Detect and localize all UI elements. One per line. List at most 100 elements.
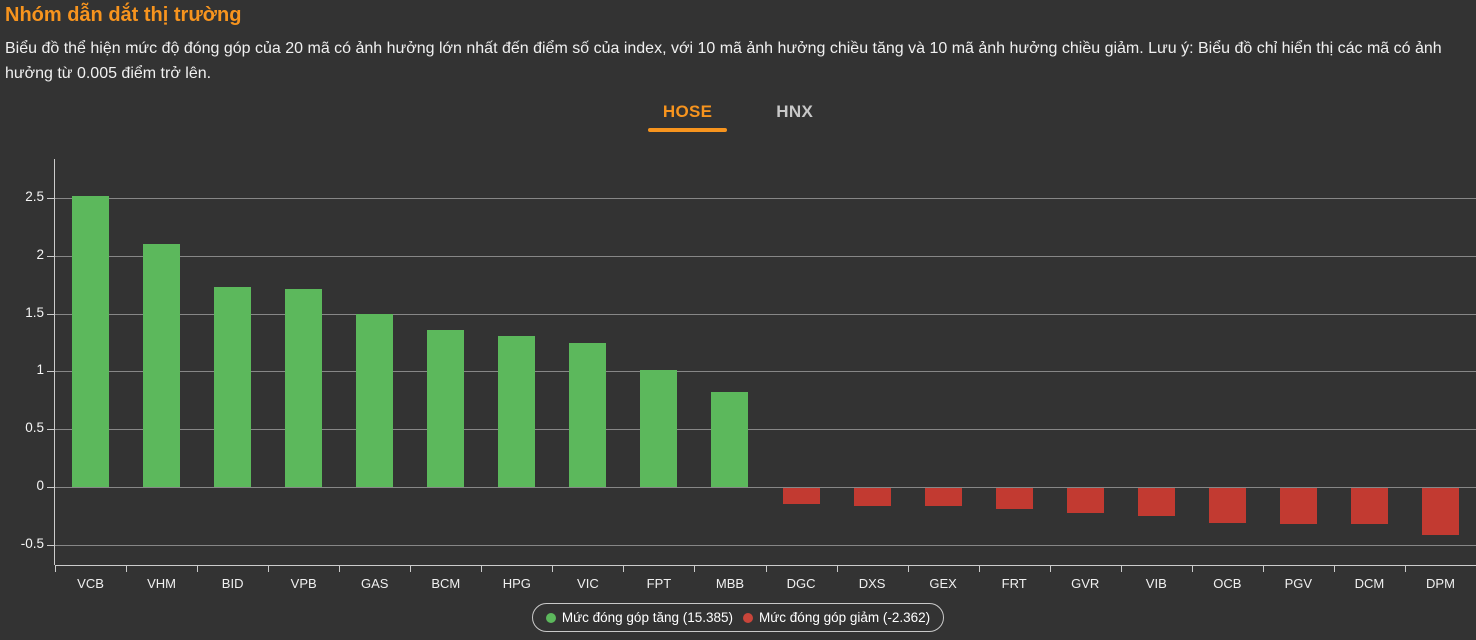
gridline [55, 371, 1476, 373]
y-axis-tick [47, 255, 55, 257]
y-tick-label: -0.5 [20, 535, 44, 551]
x-axis-tick [978, 566, 980, 572]
tab-hnx[interactable]: HNX [761, 102, 828, 132]
positive-dot-icon [545, 612, 556, 623]
bar-VIB[interactable] [1137, 488, 1175, 516]
bar-HPG[interactable] [498, 335, 536, 487]
y-axis-tick [47, 313, 55, 315]
y-tick-label: 1 [36, 362, 44, 378]
x-axis-tick [1262, 566, 1264, 572]
x-axis-tick [268, 566, 270, 572]
x-label-VCB: VCB [77, 576, 104, 591]
x-axis-tick [1404, 566, 1406, 572]
x-label-OCB: OCB [1213, 576, 1242, 591]
x-axis-tick [694, 566, 696, 572]
bar-FRT[interactable] [995, 488, 1033, 509]
bar-GAS[interactable] [356, 313, 394, 487]
bar-GEX[interactable] [924, 488, 962, 507]
bar-DCM[interactable] [1350, 488, 1388, 524]
bar-VPB[interactable] [285, 289, 323, 487]
gridline [55, 429, 1476, 431]
active-tab-underline [647, 128, 728, 132]
x-label-FPT: FPT [646, 576, 672, 591]
x-axis-tick [339, 566, 341, 572]
x-label-BID: BID [221, 576, 244, 591]
x-label-VHM: VHM [147, 576, 177, 591]
x-axis-tick [552, 566, 554, 572]
page-title: Nhóm dẫn dắt thị trường [5, 4, 242, 26]
y-axis-tick [47, 487, 55, 488]
bar-VHM[interactable] [143, 244, 181, 487]
x-axis-tick [623, 566, 625, 572]
x-axis-tick [1333, 566, 1335, 572]
x-axis-tick [410, 566, 412, 572]
bar-DGC[interactable] [782, 488, 820, 505]
y-tick-label: 2.5 [25, 189, 44, 204]
x-label-BCM: BCM [431, 576, 461, 591]
legend-item-positive[interactable]: Mức đóng góp tăng (15.385) [545, 610, 734, 625]
legend-wrap: Mức đóng góp tăng (15.385) Mức đóng góp … [0, 603, 1476, 632]
tab-hnx-label: HNX [776, 102, 814, 121]
x-axis-tick [1120, 566, 1122, 572]
x-axis-tick [126, 566, 128, 572]
x-axis-tick [197, 566, 199, 572]
bar-DXS[interactable] [853, 488, 891, 507]
y-tick-label: 2 [36, 246, 44, 262]
x-axis-tick [55, 566, 56, 572]
bar-DPM[interactable] [1421, 488, 1459, 536]
x-label-VIB: VIB [1145, 576, 1167, 591]
x-axis-tick [481, 566, 483, 572]
bar-OCB[interactable] [1208, 488, 1246, 523]
gridline [55, 198, 1476, 199]
y-axis-tick [47, 544, 55, 546]
x-axis-tick [1191, 566, 1193, 572]
x-axis-tick [1049, 566, 1051, 572]
bar-PGV[interactable] [1279, 488, 1317, 524]
negative-dot-icon [743, 612, 754, 623]
legend-item-negative[interactable]: Mức đóng góp giảm (-2.362) [743, 610, 930, 625]
x-label-FRT: FRT [1001, 576, 1027, 591]
gridline [55, 313, 1476, 315]
x-label-DCM: DCM [1354, 576, 1385, 591]
x-label-DPM: DPM [1426, 576, 1455, 591]
legend: Mức đóng góp tăng (15.385) Mức đóng góp … [531, 603, 945, 632]
gridline [55, 544, 1476, 546]
x-label-DGC: DGC [786, 576, 816, 591]
x-label-GAS: GAS [360, 576, 389, 591]
x-label-GVR: GVR [1071, 576, 1100, 591]
x-axis-tick [765, 566, 767, 572]
tab-hose-label: HOSE [662, 102, 713, 121]
exchange-tabs: HOSE HNX [0, 102, 1476, 132]
bar-MBB[interactable] [711, 392, 749, 487]
y-axis-tick [47, 198, 55, 199]
y-axis-line [54, 159, 55, 565]
x-label-MBB: MBB [715, 576, 745, 591]
legend-positive-label: Mức đóng góp tăng (15.385) [561, 610, 734, 625]
y-tick-label: 0.5 [25, 420, 44, 436]
chart-description: Biểu đồ thể hiện mức độ đóng góp của 20 … [5, 40, 1442, 82]
x-label-VIC: VIC [577, 576, 599, 591]
y-axis-tick [47, 429, 55, 431]
x-label-GEX: GEX [929, 576, 957, 591]
bar-BCM[interactable] [427, 329, 465, 487]
x-axis-tick [836, 566, 838, 572]
bar-BID[interactable] [214, 287, 252, 487]
x-label-DXS: DXS [858, 576, 886, 591]
x-label-VPB: VPB [290, 576, 317, 591]
x-axis-line [55, 565, 1476, 566]
x-label-HPG: HPG [502, 576, 531, 591]
y-tick-label: 1.5 [25, 304, 44, 320]
contribution-bar-chart: 2.5 2 1.5 1 0.5 0 -0.5 VCB VHM BID VPB GAS BCM HPG VIC… [0, 159, 1476, 599]
x-axis-tick [907, 566, 909, 572]
gridline [55, 487, 1476, 488]
tab-hose[interactable]: HOSE [647, 102, 728, 132]
legend-negative-label: Mức đóng góp giảm (-2.362) [759, 610, 931, 625]
y-axis-tick [47, 371, 55, 373]
bar-VIC[interactable] [569, 342, 607, 487]
bar-FPT[interactable] [640, 370, 678, 487]
bar-GVR[interactable] [1066, 488, 1104, 514]
y-tick-label: 0 [36, 478, 44, 493]
x-label-PGV: PGV [1284, 576, 1313, 591]
gridline [55, 255, 1476, 257]
bar-VCB[interactable] [72, 195, 110, 487]
